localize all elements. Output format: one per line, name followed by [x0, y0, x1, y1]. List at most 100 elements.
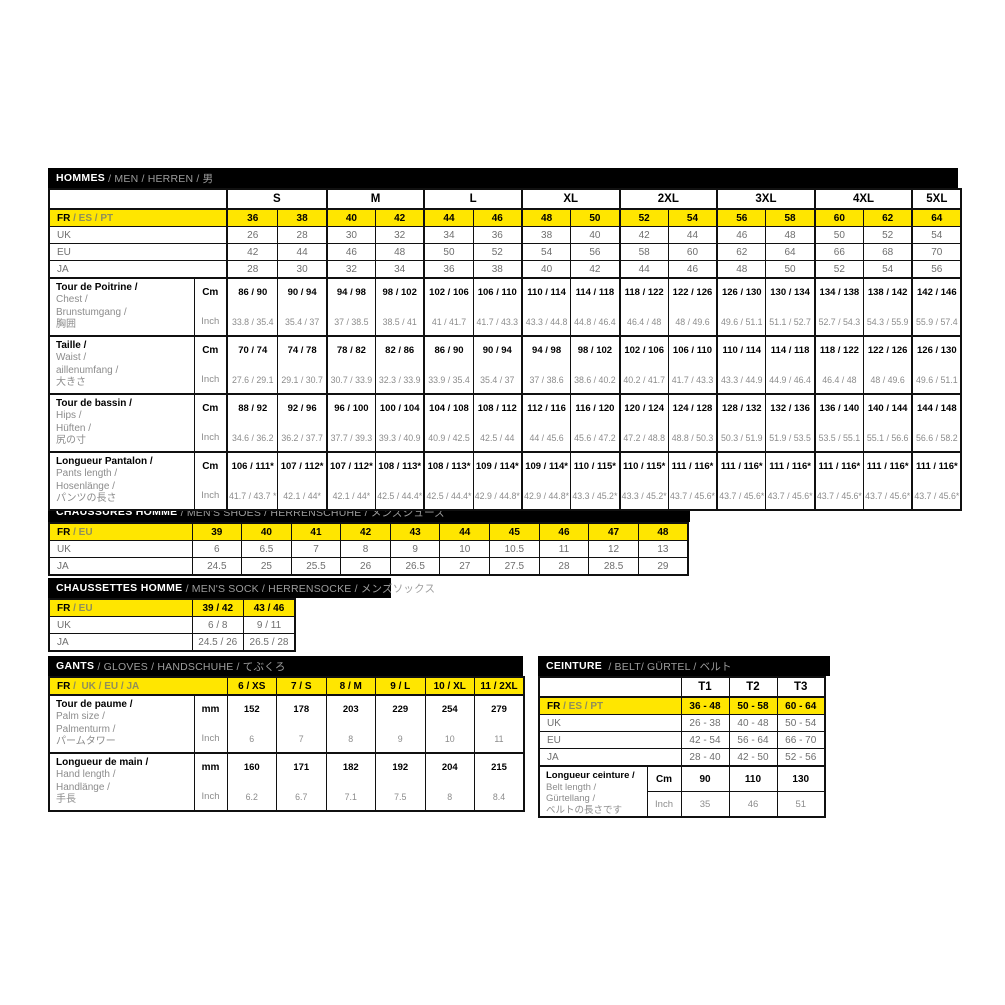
measure-value-wrap: 98 / 102 38.6 / 40.2: [571, 337, 618, 393]
cm-value: 94 / 98: [336, 287, 366, 298]
conversion-value-cell: 32: [375, 226, 425, 244]
cm-value: 109 / 114*: [475, 461, 519, 472]
inch-value: 42.9 / 44.8*: [474, 491, 520, 501]
cm-value: 106 / 110: [672, 345, 713, 356]
cm-value: 126 / 130: [721, 287, 762, 298]
size-code-cell: 39 / 42: [191, 598, 244, 617]
size-code-cell: 46: [472, 208, 523, 227]
measure-label: Longueur ceinture / Belt length / Gürtella…: [538, 765, 648, 818]
cm-value: 111 / 116*: [720, 461, 763, 472]
inch-value: 42.9 / 44.8*: [524, 491, 570, 501]
conversion-value-cell: 6 / 8: [191, 616, 244, 634]
measure-label-line: Belt length /: [546, 781, 597, 793]
unit-inch-label: Inch: [201, 374, 220, 385]
cm-value: 120 / 124: [624, 403, 664, 414]
cm-value: 70 / 74: [238, 345, 268, 356]
conversion-value-cell: 52 - 56: [776, 748, 826, 767]
size-code-cell: 58: [765, 208, 816, 227]
inch-value: 35.4 / 37: [480, 375, 515, 385]
gloves-header-subtitle: / GLOVES / HANDSCHUHE / てぶくろ: [94, 660, 286, 673]
inch-value: 7.1: [344, 792, 357, 802]
conversion-row: EU 42 44 46 48 50 52 54 56 58 60 62 64 66 68 70: [48, 243, 962, 261]
measure-row: Tour de Poitrine / Chest / Brunstumgang / 胸…: [48, 277, 962, 337]
measure-label-line: Gürtellang /: [546, 793, 596, 804]
measure-value-cell: 203 8: [325, 694, 376, 754]
cm-value: 78 / 82: [336, 345, 366, 356]
measure-value-wrap: 94 / 98 37 / 38.5: [328, 279, 375, 335]
inch-value: 40.9 / 42.5: [428, 433, 470, 443]
conversion-value-cell: 62: [716, 243, 767, 261]
measure-value-wrap: 182 7.1: [327, 754, 376, 810]
size-code-cell: 10 / XL: [424, 676, 475, 696]
inch-value: 43.7 / 45.6*: [816, 491, 862, 501]
measure-value-cell: 142 / 146 55.9 / 57.4: [911, 277, 962, 337]
cm-value: 122 / 126: [672, 287, 713, 298]
measure-value-cell: 171 6.7: [276, 752, 327, 812]
conversion-value-cell: 36: [472, 226, 523, 244]
measure-label-line: 尻の寸: [56, 435, 86, 447]
conversion-value-cell: 8: [340, 540, 391, 558]
inch-value: 43.3 / 45.2*: [572, 491, 618, 501]
cm-value: 102 / 106: [429, 287, 469, 298]
size-code-row-label: FR / UK / EU / JA: [48, 676, 228, 696]
conversion-value-cell: 36: [423, 260, 474, 279]
conversion-value-cell: 40 - 48: [728, 714, 778, 732]
conversion-row: JA 28 - 40 42 - 50 52 - 56: [538, 748, 826, 767]
measure-value-cell: 106 / 110 41.7 / 43.3: [667, 335, 718, 395]
conversion-value-cell: 44: [618, 260, 669, 279]
conversion-value-cell: 52: [813, 260, 865, 279]
measure-value-cell: 204 8: [424, 752, 475, 812]
belt-header-subtitle: / BELT/ GÜRTEL / ベルト: [602, 660, 732, 673]
row-label-secondary: / UK / EU / JA: [70, 680, 140, 692]
conversion-value-cell: 28: [226, 260, 279, 279]
conversion-value-cell: 50 - 54: [776, 714, 826, 732]
conversion-value-cell: 13: [637, 540, 689, 558]
measure-value-wrap: 108 / 113* 42.5 / 44.4*: [425, 453, 472, 509]
measure-label: Longueur de main / Hand length / Handlänge…: [48, 752, 195, 812]
measure-value-cell: 111 / 116* 43.7 / 45.6*: [813, 451, 865, 511]
cm-value: 111 / 116*: [671, 461, 714, 472]
inch-value: 43.7 / 45.6*: [865, 491, 911, 501]
measure-value-wrap: 128 / 132 50.3 / 51.9: [718, 395, 765, 451]
unit-cell: Cm Inch: [193, 335, 228, 395]
cm-value: 130 / 134: [770, 287, 810, 298]
size-code-cell: 45: [489, 522, 540, 541]
conversion-value-cell: 26.5: [389, 557, 441, 576]
measure-label-line: Tour de bassin /: [56, 398, 132, 409]
size-code-cell: 54: [667, 208, 718, 227]
conversion-value-cell: 26 - 38: [680, 714, 730, 732]
cm-value: 98 / 102: [577, 345, 613, 356]
measure-value-wrap: 114 / 118 44.9 / 46.4: [766, 337, 813, 393]
row-label-secondary: / EU: [70, 602, 93, 614]
size-code-row: FR / ES / PT 36 - 48 50 - 58 60 - 64: [538, 696, 826, 715]
size-code-cell: 36 - 48: [680, 696, 730, 715]
cm-value: 111 / 116*: [866, 461, 909, 472]
unit-inch-label: Inch: [201, 316, 220, 327]
inch-value: 47.2 / 48.8: [623, 433, 665, 443]
size-code-cell: 50: [570, 208, 621, 227]
inch-value: 37 / 38.5: [334, 317, 369, 327]
size-code-cell: 62: [863, 208, 913, 227]
belt-size-t2: T2: [728, 676, 778, 698]
measure-value-cell: 100 / 104 39.3 / 40.9: [375, 393, 425, 453]
unit-cell: Cm Inch: [193, 277, 228, 337]
belt-size-t3: T3: [776, 676, 826, 698]
size-group-5xl: 5XL: [911, 188, 962, 210]
row-label-primary: FR: [57, 212, 71, 224]
conversion-value-cell: 9 / 11: [243, 616, 296, 634]
measure-value-cell: 111 / 116* 43.7 / 45.6*: [667, 451, 718, 511]
measure-row: Tour de bassin / Hips / Hüften / 尻の寸 Cm Inch 8…: [48, 393, 962, 453]
measure-row: Taille / Waist / aillenumfang / 大きさ Cm Inch 70…: [48, 335, 962, 395]
conversion-value-cell: 25.5: [290, 557, 342, 576]
inch-value: 43.3 / 45.2*: [621, 491, 667, 501]
measure-value-cell: 110 / 114 43.3 / 44.8: [520, 277, 572, 337]
size-code-cell: 42: [340, 522, 391, 541]
measure-value-cell: 90 / 94 35.4 / 37: [472, 335, 523, 395]
measure-value-cell: 70 / 74 27.6 / 29.1: [226, 335, 279, 395]
mens-size-table: S M L XL 2XL 3XL 4XL 5XL FR / ES / PT 36 38 40 42 44 4…: [48, 188, 963, 511]
measure-value-wrap: 111 / 116* 43.7 / 45.6*: [816, 453, 863, 509]
measure-value-cell: 106 / 111* 41.7 / 43.7 *: [226, 451, 279, 511]
inch-value: 7: [298, 734, 304, 744]
cm-value: 111 / 116*: [915, 461, 958, 472]
inch-value: 8: [348, 734, 354, 744]
